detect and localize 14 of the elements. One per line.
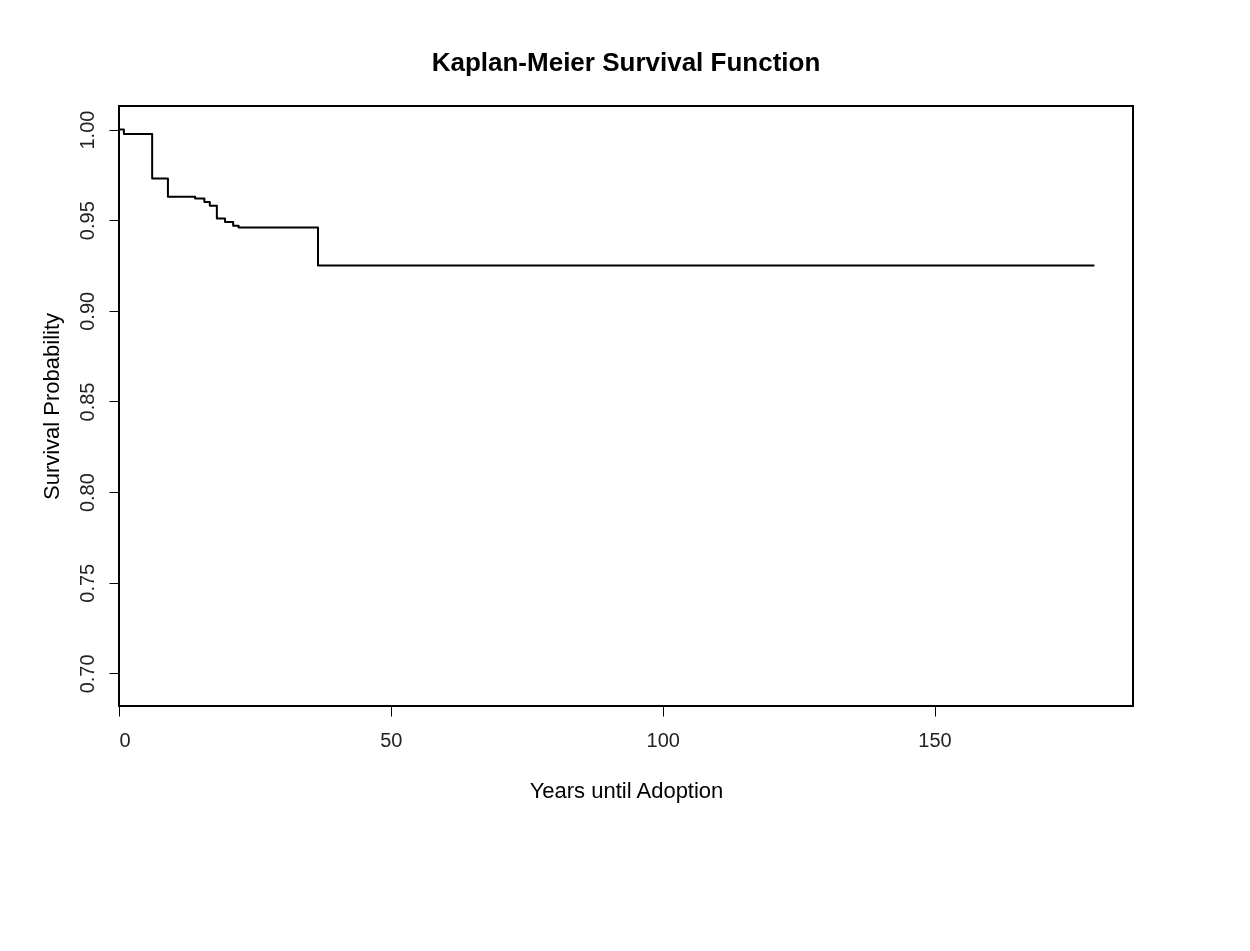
y-tick-label: 0.85 [75, 382, 98, 422]
y-tick-label: 0.90 [75, 291, 98, 331]
chart-title: Kaplan-Meier Survival Function [431, 47, 821, 77]
x-tick-label: 150 [918, 728, 952, 751]
x-tick-label: 50 [380, 728, 403, 751]
y-tick-label: 0.95 [75, 201, 98, 241]
x-tick-label: 100 [646, 728, 680, 751]
y-tick-label: 0.80 [75, 473, 98, 513]
y-axis-title: Survival Probability [38, 312, 64, 501]
y-tick-label: 0.70 [75, 654, 98, 694]
x-axis-title: Years until Adoption [529, 777, 724, 803]
y-tick-label: 1.00 [75, 110, 98, 150]
y-tick-label: 0.75 [75, 563, 98, 603]
x-tick-label: 0 [119, 728, 131, 751]
